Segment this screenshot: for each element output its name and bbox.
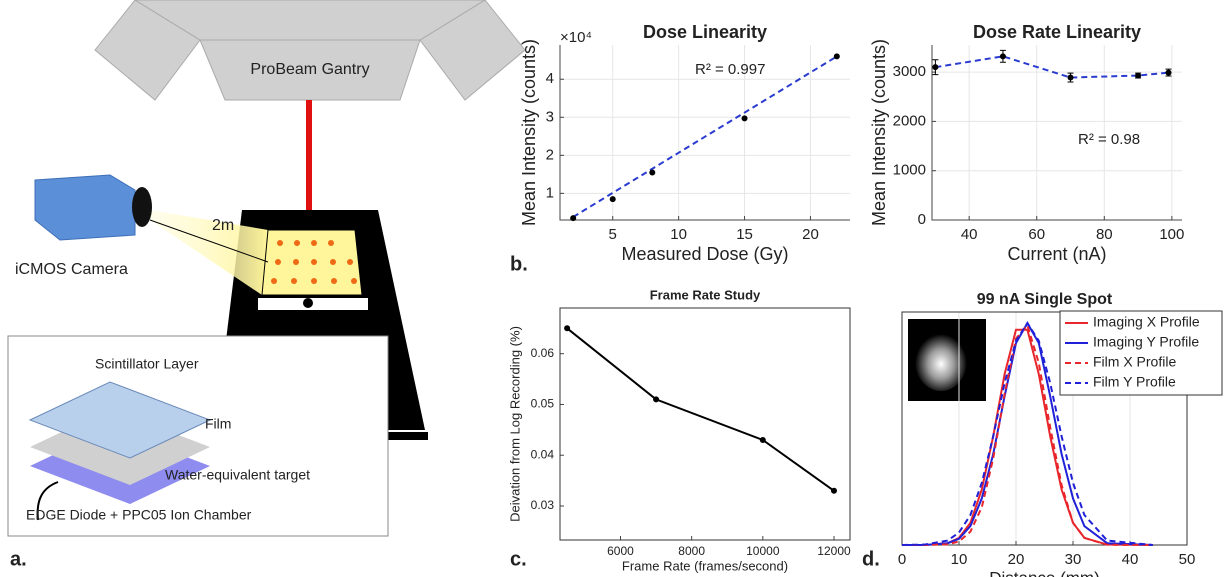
x-tick-label: 12000 [817,544,851,558]
panel-label: d. [862,548,880,570]
x-axis-label: Current (nA) [1007,244,1106,264]
distance-label: 2m [212,217,234,234]
chart-title: Dose Linearity [643,22,767,42]
point [830,487,837,494]
y-tick-label: 0 [918,211,926,228]
y-tick-label: 2 [546,146,554,163]
legend [1059,310,1223,396]
point [609,196,616,203]
y-tick-label: 0.05 [531,397,555,411]
x-tick-label: 60 [1028,226,1045,243]
multiplier: ×10⁴ [560,29,592,46]
x-tick-label: 10 [670,226,687,243]
point [999,53,1006,60]
y-axis-label: Deivation from Log Recording (%) [507,326,522,522]
y-tick-label: 2000 [893,112,926,129]
point [1067,74,1074,81]
point [932,64,939,71]
layer-label: Scintillator Layer [95,356,199,372]
point [1135,72,1142,79]
y-axis-label: Mean Intensity (counts) [869,39,889,226]
profile-line [902,323,1153,546]
layer-label: Film [205,416,231,432]
panel-label: b. [510,253,528,275]
chart-title: Frame Rate Study [650,287,761,302]
point [741,115,748,122]
annotation: R² = 0.997 [695,61,765,78]
x-tick-label: 10000 [746,544,780,558]
point [653,396,660,403]
x-axis-label: Measured Dose (Gy) [621,244,788,264]
chart-title: 99 nA Single Spot [977,291,1113,308]
x-tick-label: 20 [802,226,819,243]
annotation: R² = 0.98 [1078,131,1140,148]
plot-frame [901,311,1188,546]
point [1165,69,1172,76]
legend-label: Film X Profile [1093,354,1176,370]
x-tick-label: 80 [1096,226,1113,243]
point [759,436,766,443]
axes [559,45,850,221]
gantry-label: ProBeam Gantry [250,61,369,78]
y-tick-label: 0.04 [531,447,555,461]
layer-label: Water-equivalent target [165,467,310,483]
x-tick-label: 5 [609,226,617,243]
legend-label: Imaging X Profile [1093,314,1200,330]
detector-label: EDGE Diode + PPC05 Ion Chamber [26,507,252,523]
y-tick-label: 4 [546,70,554,87]
legend-label: Imaging Y Profile [1093,334,1199,350]
line [566,327,835,492]
x-tick-label: 50 [1179,551,1196,568]
x-tick-label: 40 [961,226,978,243]
x-tick-label: 8000 [678,544,705,558]
profile-line [902,321,1153,546]
x-tick-label: 100 [1159,226,1184,243]
chart-title: Dose Rate Linearity [973,22,1141,42]
line [935,55,1169,79]
y-tick-label: 3 [546,108,554,125]
x-tick-label: 10 [951,551,968,568]
x-tick-label: 0 [898,551,906,568]
y-tick-label: 1000 [893,162,926,179]
y-tick-label: 3000 [893,63,926,80]
x-axis-label: Frame Rate (frames/second) [622,558,788,573]
setup-diagram: ProBeam Gantry 2m iCMOS Camera Scintilla… [7,0,526,537]
point [570,215,577,222]
camera-label: iCMOS Camera [15,261,128,278]
x-tick-label: 6000 [607,544,634,558]
point [833,53,840,60]
profile-line [901,321,1153,546]
legend-label: Film Y Profile [1093,374,1176,390]
y-tick-label: 0.06 [531,346,555,360]
panel-label: a. [10,548,27,570]
x-tick-label: 40 [1122,551,1139,568]
fit-line [572,55,838,218]
axes [931,45,1182,221]
x-tick-label: 20 [1008,551,1025,568]
y-axis-label: Mean Intensity (counts) [519,39,539,226]
x-axis-label: Distance (mm) [989,568,1100,577]
x-tick-label: 30 [1065,551,1082,568]
point [564,325,571,332]
y-tick-label: 0.03 [531,498,555,512]
point [649,169,656,176]
panel-label: c. [510,548,527,570]
y-tick-label: 1 [546,184,554,201]
x-tick-label: 15 [736,226,753,243]
plot-frame [559,307,851,541]
